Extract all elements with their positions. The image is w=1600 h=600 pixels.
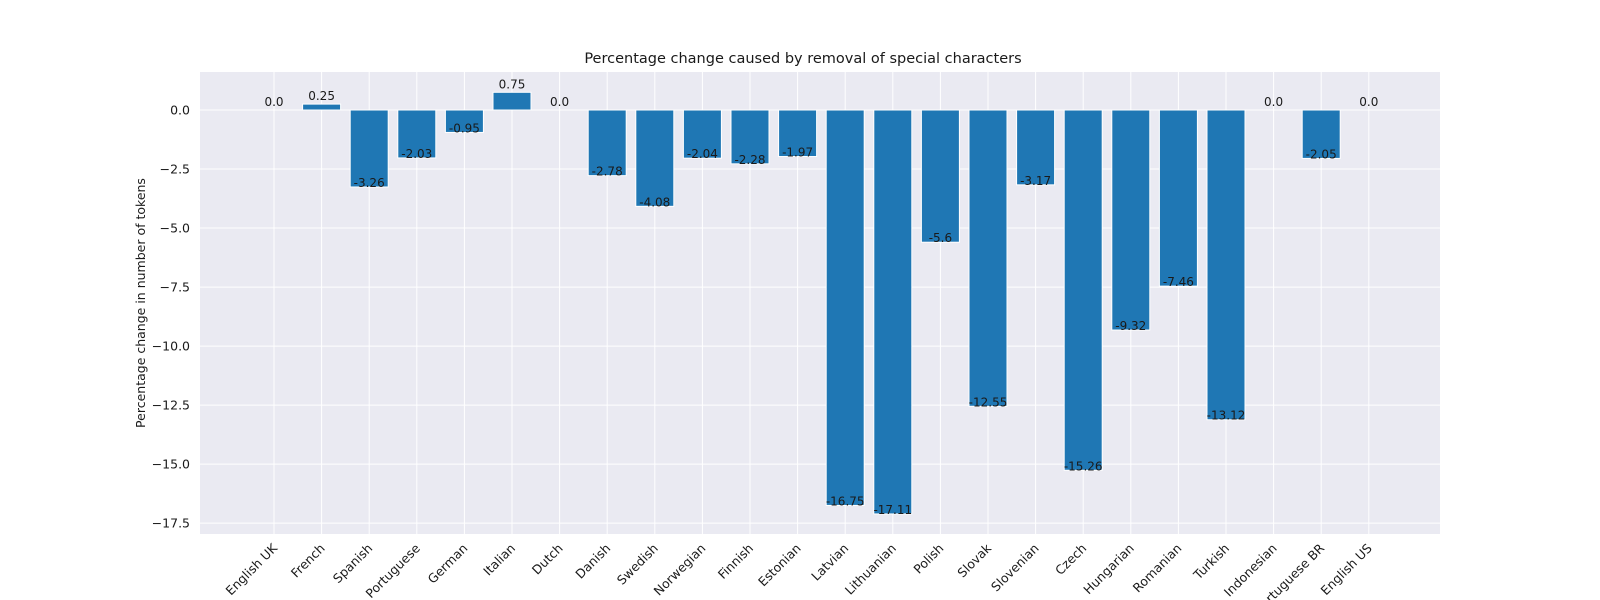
- bar-value-label: -2.05: [1306, 147, 1337, 161]
- x-tick-label: Italian: [480, 541, 518, 579]
- y-tick-label: 0.0: [170, 103, 190, 118]
- x-tick-label: Finnish: [715, 541, 756, 582]
- bar-value-label: -2.78: [592, 165, 623, 179]
- y-axis-label: Percentage change in number of tokens: [133, 178, 148, 428]
- bar-value-label: -2.04: [687, 147, 718, 161]
- x-tick-label: French: [288, 541, 328, 581]
- y-tick-label: −7.5: [160, 280, 190, 295]
- x-tick-label: German: [425, 541, 471, 587]
- bar: [1063, 109, 1103, 471]
- bar-value-label: 0.25: [308, 89, 335, 103]
- bar-value-label: -12.55: [969, 395, 1008, 409]
- bar-value-label: -2.28: [734, 153, 765, 167]
- x-tick-label: Slovak: [954, 540, 994, 580]
- y-axis-ticks: 0.0 −2.5 −5.0 −7.5 −10.0 −12.5 −15.0 −17.5: [152, 103, 190, 531]
- x-tick-label: Spanish: [330, 541, 376, 587]
- y-tick-label: −15.0: [152, 457, 190, 472]
- bar: [825, 109, 865, 506]
- bar: [1206, 109, 1246, 421]
- y-tick-label: −2.5: [160, 162, 190, 177]
- bar: [1016, 109, 1056, 186]
- x-tick-label: Lithuanian: [842, 541, 899, 598]
- bar: [682, 109, 722, 159]
- bar-value-label: -7.46: [1163, 275, 1194, 289]
- x-tick-label: Dutch: [529, 541, 566, 578]
- bar-value-label: -3.17: [1020, 174, 1051, 188]
- bar-value-label: 0.0: [1264, 95, 1283, 109]
- bar-value-label: 0.0: [264, 95, 283, 109]
- bar-value-label: -17.11: [873, 503, 912, 517]
- bar-value-label: 0.75: [499, 77, 526, 91]
- x-tick-label: Norwegian: [651, 541, 709, 599]
- bar-value-label: -4.08: [639, 195, 670, 209]
- x-tick-label: Swedish: [614, 541, 661, 588]
- bar: [1111, 109, 1151, 331]
- bar: [635, 109, 675, 207]
- y-tick-label: −17.5: [152, 516, 190, 531]
- bar: [920, 109, 960, 243]
- bar-value-label: -2.03: [401, 147, 432, 161]
- y-tick-label: −5.0: [160, 221, 190, 236]
- chart-title: Percentage change caused by removal of s…: [584, 51, 1021, 67]
- x-tick-label: Hungarian: [1080, 541, 1137, 598]
- bar-value-label: -1.97: [782, 146, 813, 160]
- bar-value-label: 0.0: [1359, 95, 1378, 109]
- bar-value-label: -9.32: [1115, 319, 1146, 333]
- x-tick-label: Slovenian: [988, 541, 1042, 595]
- bar: [873, 109, 913, 515]
- bar: [1158, 109, 1198, 287]
- bar-value-label: -13.12: [1207, 409, 1246, 423]
- bar: [1301, 109, 1341, 159]
- bars: [254, 91, 1389, 515]
- bar: [444, 109, 484, 133]
- bar: [302, 103, 342, 111]
- x-tick-label: Polish: [910, 541, 946, 577]
- bar: [492, 91, 532, 111]
- bar-value-label: 0.0: [550, 95, 569, 109]
- x-tick-label: Czech: [1052, 541, 1089, 578]
- bar: [587, 109, 627, 177]
- bar-value-label: -0.95: [449, 121, 480, 135]
- x-tick-label: Romanian: [1130, 541, 1185, 596]
- x-tick-label: Danish: [572, 541, 613, 582]
- bar: [397, 109, 437, 159]
- x-tick-label: Estonian: [755, 541, 804, 590]
- x-tick-label: English US: [1318, 540, 1375, 597]
- bar: [730, 109, 770, 165]
- bar-value-label: -3.26: [354, 176, 385, 190]
- bar-value-label: -16.75: [826, 494, 865, 508]
- bar: [968, 109, 1008, 407]
- bar: [349, 109, 389, 188]
- y-tick-label: −10.0: [152, 339, 190, 354]
- x-tick-label: Latvian: [808, 541, 851, 584]
- x-tick-label: Turkish: [1190, 541, 1232, 583]
- y-tick-label: −12.5: [152, 398, 190, 413]
- bar-value-label: -5.6: [929, 231, 952, 245]
- bar-value-labels: 0.0 0.25 -3.26 -2.03 -0.95 0.75 0.0 -2.78 -4.08 -…: [264, 77, 1378, 517]
- bar-value-label: -15.26: [1064, 459, 1103, 473]
- x-tick-label: English UK: [223, 540, 281, 598]
- bar: [778, 109, 818, 158]
